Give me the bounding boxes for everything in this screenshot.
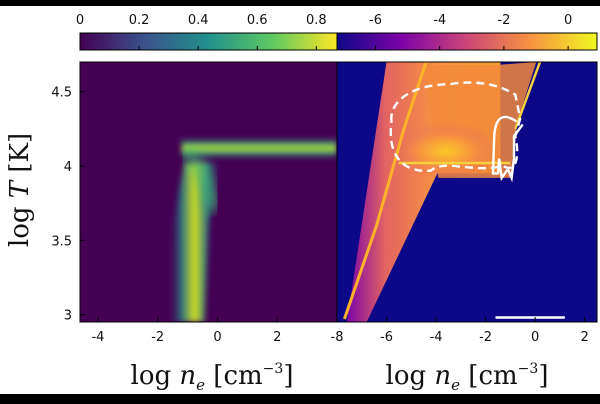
left-x-tick-label: 2 — [273, 330, 281, 345]
left-y-tick-label: 4 — [64, 160, 72, 175]
right-x-tick-label: -2 — [479, 330, 492, 345]
white-solid-contour — [491, 115, 524, 183]
right-x-tick-label: -4 — [430, 330, 443, 345]
right-x-tick-label: 2 — [580, 330, 588, 345]
right-panel — [337, 62, 597, 322]
colorbar-right — [336, 32, 598, 51]
x-axis-label-right: log ne [cm−3] — [386, 361, 549, 394]
colorbar-right-tick-label: -6 — [369, 13, 382, 28]
right-x-tick-label: -6 — [380, 330, 393, 345]
left-x-tick-label: -4 — [91, 330, 104, 345]
svg-text:log T [K]: log T [K] — [5, 133, 35, 247]
left-panel — [80, 62, 337, 322]
horizontal-band — [181, 136, 337, 160]
colorbar-left-tick-label: 0.8 — [306, 13, 327, 28]
left-y-tick-label: 3.5 — [51, 234, 72, 249]
colorbar-right-tick-label: -4 — [433, 13, 446, 28]
y-axis-label: log T [K] — [5, 133, 35, 247]
ridge-connector — [180, 147, 222, 213]
colorbar-right-tick-label: 0 — [564, 13, 572, 28]
colorbar-left-tick-label: 0 — [76, 13, 84, 28]
white-dashed-contour — [389, 81, 522, 173]
colorbar-left — [79, 32, 338, 51]
left-x-tick-label: -2 — [151, 330, 164, 345]
colorbar-left-tick-label: 0.2 — [129, 13, 150, 28]
x-axis-label-left: log ne [cm−3] — [131, 361, 294, 394]
hot-glow — [390, 123, 501, 180]
left-x-tick-label: 0 — [213, 330, 221, 345]
left-y-tick-label: 3 — [64, 309, 72, 324]
colorbar-left-tick-label: 0.4 — [188, 13, 209, 28]
left-y-tick-label: 4.5 — [51, 86, 72, 101]
hot-band-line — [398, 62, 542, 165]
right-x-tick-label: -8 — [331, 330, 344, 345]
right-x-tick-label: 0 — [531, 330, 539, 345]
colorbar-left-tick-label: 0.6 — [247, 13, 268, 28]
diagonal-ridge — [342, 62, 428, 320]
colorbar-right-tick-label: -2 — [497, 13, 510, 28]
